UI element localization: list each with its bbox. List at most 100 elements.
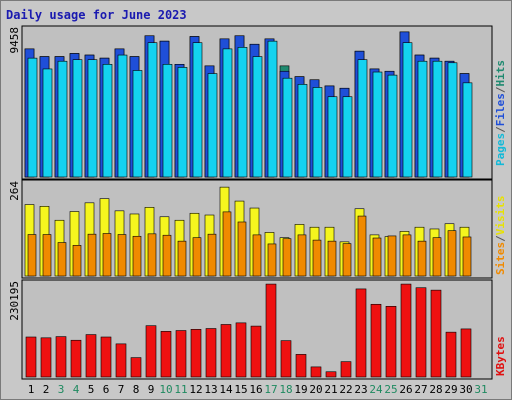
day-label-27: 27	[414, 383, 427, 396]
bar-kbytes-day-19	[295, 354, 307, 378]
day-label-18: 18	[279, 383, 292, 396]
day-label-6: 6	[103, 383, 110, 396]
bar-kbytes-day-15	[235, 322, 247, 378]
bar-kbytes-day-5	[85, 334, 97, 378]
day-label-22: 22	[339, 383, 352, 396]
chart-title: Daily usage for June 2023	[6, 8, 187, 22]
bar-kbytes-day-26	[400, 283, 412, 378]
bar-sites-day-29	[447, 230, 457, 277]
legend-item: Visits	[494, 196, 507, 236]
bar-kbytes-day-8	[130, 357, 142, 378]
bar-pages-day-24	[372, 71, 383, 178]
bar-sites-day-27	[417, 240, 427, 277]
bar-sites-day-20	[312, 239, 322, 277]
bar-pages-day-26	[402, 42, 413, 178]
bar-kbytes-day-18	[280, 340, 292, 378]
bar-pages-day-9	[147, 42, 158, 178]
day-label-4: 4	[73, 383, 80, 396]
day-label-17: 17	[264, 383, 277, 396]
bar-pages-day-5	[87, 59, 98, 178]
day-label-28: 28	[429, 383, 442, 396]
legend-item: Sites	[494, 242, 507, 275]
bar-sites-day-15	[237, 221, 247, 277]
bar-pages-day-7	[117, 54, 128, 178]
day-label-23: 23	[354, 383, 367, 396]
day-label-2: 2	[43, 383, 50, 396]
bar-pages-day-12	[192, 42, 203, 178]
ymax-label-visits: 264	[8, 181, 21, 201]
bar-kbytes-day-10	[160, 331, 172, 378]
bar-pages-day-16	[252, 56, 263, 178]
bar-sites-day-9	[147, 233, 157, 277]
bar-sites-day-10	[162, 234, 172, 277]
day-label-29: 29	[444, 383, 457, 396]
legend-item: Hits	[494, 60, 507, 87]
bar-pages-day-28	[432, 60, 443, 178]
bar-kbytes-day-30	[460, 328, 472, 378]
legend-item: Pages	[494, 133, 507, 166]
bar-kbytes-day-6	[100, 336, 112, 378]
bar-kbytes-day-9	[145, 325, 157, 378]
day-label-21: 21	[324, 383, 337, 396]
bar-pages-day-18	[282, 77, 293, 178]
bar-kbytes-day-12	[190, 329, 202, 378]
bar-pages-day-23	[357, 59, 368, 178]
bar-sites-day-26	[402, 234, 412, 277]
bar-pages-day-3	[57, 60, 68, 178]
bar-sites-day-19	[297, 234, 307, 277]
bar-kbytes-day-16	[250, 325, 262, 378]
day-label-16: 16	[249, 383, 262, 396]
bar-sites-day-3	[57, 242, 67, 277]
bar-pages-day-20	[312, 87, 323, 178]
day-label-1: 1	[28, 383, 35, 396]
bar-kbytes-day-11	[175, 330, 187, 378]
bar-pages-day-29	[447, 62, 458, 178]
bar-pages-day-6	[102, 64, 113, 178]
bar-sites-day-17	[267, 243, 277, 277]
bar-pages-day-4	[72, 59, 83, 178]
bar-pages-day-8	[132, 70, 143, 178]
bar-sites-day-18	[282, 238, 292, 277]
day-label-12: 12	[189, 383, 202, 396]
bar-pages-day-27	[417, 60, 428, 178]
bar-sites-day-6	[102, 233, 112, 277]
bar-sites-day-7	[117, 234, 127, 277]
bar-sites-day-8	[132, 235, 142, 277]
bar-pages-day-1	[27, 57, 38, 178]
bar-pages-day-21	[327, 96, 338, 178]
day-label-24: 24	[369, 383, 383, 396]
legend-item: KBytes	[494, 336, 507, 376]
bar-sites-day-1	[27, 234, 37, 277]
day-label-20: 20	[309, 383, 322, 396]
day-label-25: 25	[384, 383, 397, 396]
day-label-26: 26	[399, 383, 412, 396]
day-label-3: 3	[58, 383, 65, 396]
bar-sites-day-11	[177, 240, 187, 277]
bar-kbytes-day-27	[415, 287, 427, 378]
bar-kbytes-day-20	[310, 366, 322, 378]
bar-sites-day-16	[252, 234, 262, 277]
day-label-31: 31	[474, 383, 487, 396]
bar-sites-day-30	[462, 236, 472, 277]
day-label-15: 15	[234, 383, 247, 396]
bar-kbytes-day-13	[205, 328, 217, 378]
bar-sites-day-2	[42, 234, 52, 277]
bar-sites-day-25	[387, 235, 397, 277]
day-label-30: 30	[459, 383, 472, 396]
day-label-11: 11	[174, 383, 187, 396]
bar-kbytes-day-1	[25, 336, 37, 378]
legend-middle: Sites/Visits	[494, 196, 507, 276]
legend-item: /	[494, 235, 507, 242]
legend-item: /	[494, 86, 507, 93]
bar-sites-day-5	[87, 233, 97, 277]
bar-kbytes-day-4	[70, 339, 82, 378]
bar-kbytes-day-28	[430, 289, 442, 378]
day-label-10: 10	[159, 383, 172, 396]
bar-pages-day-25	[387, 74, 398, 178]
bar-kbytes-day-23	[355, 288, 367, 378]
bar-pages-day-10	[162, 64, 173, 178]
ymax-label-kbytes: 230195	[8, 281, 21, 321]
legend-item: /	[494, 126, 507, 133]
bar-sites-day-14	[222, 211, 232, 277]
